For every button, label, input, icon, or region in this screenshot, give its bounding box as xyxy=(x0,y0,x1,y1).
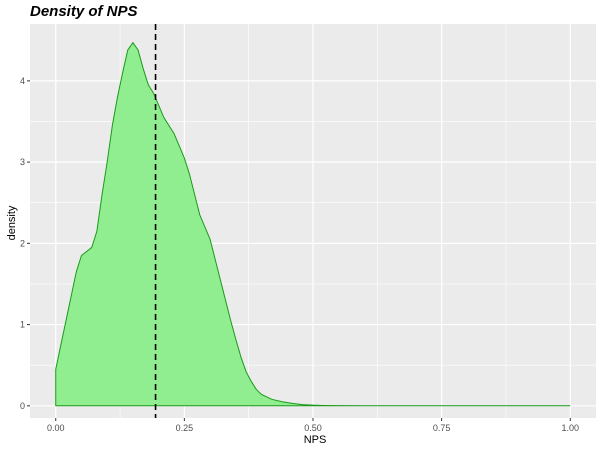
y-tick-label: 2 xyxy=(20,238,25,248)
x-axis-title: NPS xyxy=(304,434,327,446)
y-axis-title: density xyxy=(6,205,18,240)
y-tick-label: 3 xyxy=(20,157,25,167)
density-area xyxy=(55,41,571,407)
x-tick-label: 0.50 xyxy=(304,423,322,433)
x-tick-label: 1.00 xyxy=(562,423,580,433)
y-tick-label: 0 xyxy=(20,401,25,411)
x-tick-label: 0.25 xyxy=(176,423,194,433)
y-tick-label: 4 xyxy=(20,76,25,86)
y-axis: 0 1 2 3 4 xyxy=(20,76,30,411)
x-tick-label: 0.75 xyxy=(433,423,451,433)
y-tick-label: 1 xyxy=(20,320,25,330)
x-axis: 0.00 0.25 0.50 0.75 1.00 xyxy=(47,418,579,433)
chart-title: Density of NPS xyxy=(30,3,138,20)
x-tick-label: 0.00 xyxy=(47,423,65,433)
